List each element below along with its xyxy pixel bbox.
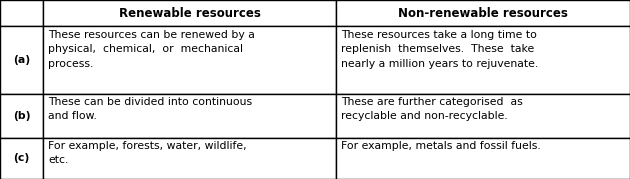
Bar (43, 138, 336, 179)
Bar (336, 26, 630, 94)
Bar (0, 26, 43, 94)
Text: (b): (b) (13, 111, 30, 121)
Bar (336, 0, 630, 26)
Text: These are further categorised  as
recyclable and non-recyclable.: These are further categorised as recycla… (341, 97, 523, 121)
Text: Non-renewable resources: Non-renewable resources (398, 7, 568, 20)
Text: These can be divided into continuous
and flow.: These can be divided into continuous and… (48, 97, 252, 121)
Bar (43, 26, 336, 94)
Bar (0, 94, 43, 138)
Text: (a): (a) (13, 55, 30, 65)
Text: Renewable resources: Renewable resources (118, 7, 261, 20)
Bar (0, 138, 43, 179)
Bar (336, 138, 630, 179)
Text: These resources take a long time to
replenish  themselves.  These  take
nearly a: These resources take a long time to repl… (341, 30, 539, 69)
Text: For example, metals and fossil fuels.: For example, metals and fossil fuels. (341, 141, 541, 151)
Bar (336, 94, 630, 138)
Bar (0, 0, 43, 26)
Text: (c): (c) (13, 153, 30, 163)
Text: For example, forests, water, wildlife,
etc.: For example, forests, water, wildlife, e… (48, 141, 246, 165)
Bar (43, 0, 336, 26)
Bar (43, 94, 336, 138)
Text: These resources can be renewed by a
physical,  chemical,  or  mechanical
process: These resources can be renewed by a phys… (48, 30, 255, 69)
